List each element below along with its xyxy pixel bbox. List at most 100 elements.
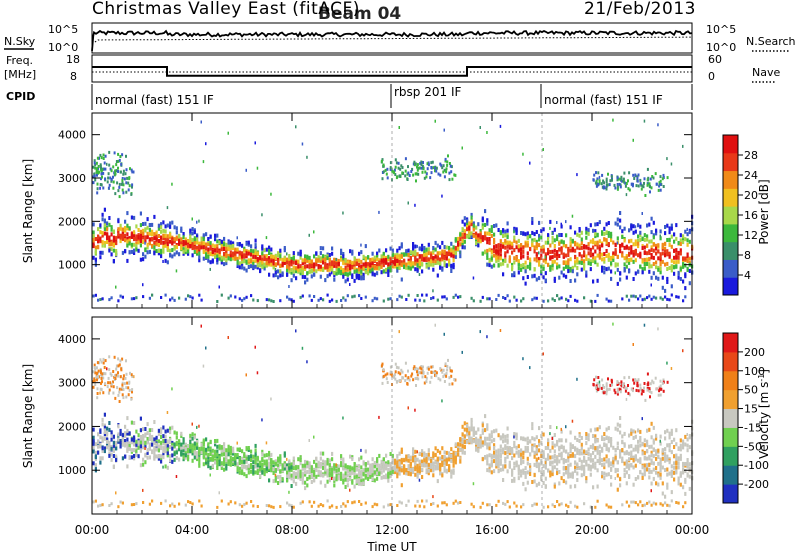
power-cell-2734 xyxy=(394,158,397,162)
power-cell-2799 xyxy=(655,182,658,186)
power-cell-629 xyxy=(236,242,239,247)
power-cell-1818 xyxy=(504,297,507,300)
power-cell-212 xyxy=(139,223,142,228)
power-cell-979 xyxy=(313,230,315,234)
velocity-cell-1092 xyxy=(340,471,343,476)
power-cell-2659 xyxy=(416,168,419,172)
power-cell-2354 xyxy=(628,260,631,265)
power-cell-416 xyxy=(187,251,190,256)
power-cell-2076 xyxy=(562,240,565,245)
power-cell-18 xyxy=(94,249,97,253)
velocity-cell-1677 xyxy=(472,426,475,431)
velocity-cell-330 xyxy=(166,428,169,433)
power-cell-1037 xyxy=(326,293,329,297)
velocity-cell-306 xyxy=(162,441,165,446)
power-cell-1865 xyxy=(515,257,518,262)
velocity-cell-1535 xyxy=(441,457,444,462)
power-cell-1362 xyxy=(400,295,403,299)
power-cell-2991 xyxy=(100,156,103,160)
velocity-cell-1912 xyxy=(526,436,529,441)
velocity-cell-852 xyxy=(286,463,289,468)
power-cell-2188 xyxy=(589,223,592,228)
power-cell-1516 xyxy=(436,243,439,248)
power-cell-2204 xyxy=(592,279,595,284)
power-cell-792 xyxy=(272,256,275,261)
power-cell-2148 xyxy=(578,233,581,238)
power-cell-2185 xyxy=(587,261,590,266)
power-cell-2519 xyxy=(664,246,667,251)
power-cell-993 xyxy=(317,255,320,260)
power-cell-2367 xyxy=(630,224,633,229)
power-cell-38 xyxy=(99,223,102,228)
power-cell-2997 xyxy=(125,168,128,172)
power-cell-34 xyxy=(99,250,102,255)
velocity-cell-878 xyxy=(290,504,293,508)
power-cell-1736 xyxy=(486,221,489,226)
power-cell-1898 xyxy=(522,152,524,156)
power-cell-663 xyxy=(243,248,246,253)
power-cell-1536 xyxy=(441,249,444,254)
power-cell-1987 xyxy=(544,260,547,265)
power-cell-490 xyxy=(202,234,205,239)
power-cell-2304 xyxy=(616,236,619,241)
velocity-cell-1738 xyxy=(486,468,489,473)
power-cell-145 xyxy=(124,228,127,233)
power-cell-239 xyxy=(146,245,149,250)
power-cell-519 xyxy=(209,234,212,239)
power-cell-505 xyxy=(207,250,210,255)
power-cell-2026 xyxy=(551,297,554,301)
velocity-cell-253 xyxy=(148,433,151,438)
power-cell-3003 xyxy=(112,186,115,190)
power-cell-28 xyxy=(97,227,100,232)
power-cell-1225 xyxy=(369,269,372,274)
power-cell-1972 xyxy=(540,256,543,260)
power-cell-729 xyxy=(256,166,259,170)
power-cell-2926 xyxy=(117,166,119,170)
power-cell-66 xyxy=(106,221,109,226)
power-cell-2374 xyxy=(632,224,635,229)
power-cell-27 xyxy=(97,245,100,250)
power-cell-2657 xyxy=(427,161,430,165)
power-cell-1810 xyxy=(504,229,507,234)
power-cell-1032 xyxy=(326,274,329,279)
power-cell-459 xyxy=(196,249,199,254)
power-cell-1627 xyxy=(461,242,464,247)
velocity-cell-1900 xyxy=(524,471,527,475)
power-cell-1495 xyxy=(432,267,435,272)
power-cell-1903 xyxy=(524,260,527,265)
velocity-cell-171 xyxy=(130,439,133,444)
power-cell-1718 xyxy=(481,218,484,223)
power-cell-1471 xyxy=(425,252,428,257)
power-cell-1103 xyxy=(342,268,345,272)
power-cell-654 xyxy=(241,254,244,259)
velocity-cell-108 xyxy=(115,457,118,462)
power-cell-2840 xyxy=(639,182,642,186)
velocity-cell-304 xyxy=(162,451,165,456)
power-cell-2469 xyxy=(652,220,655,225)
power-cell-1171 xyxy=(358,262,361,267)
power-cell-2618 xyxy=(684,263,687,268)
power-cell-2077 xyxy=(562,273,565,278)
power-cell-105 xyxy=(115,249,118,253)
power-cell-1375 xyxy=(405,262,408,267)
velocity-cell-102 xyxy=(115,446,118,451)
velocity-cell-1822 xyxy=(506,433,509,438)
power-cell-2358 xyxy=(628,257,631,262)
velocity-cell-1407 xyxy=(412,470,415,474)
power-cell-1048 xyxy=(331,251,334,256)
velocity-cell-1282 xyxy=(382,463,385,468)
power-cell-1920 xyxy=(529,234,532,239)
power-cell-2479 xyxy=(655,275,658,280)
power-cell-696 xyxy=(250,252,253,257)
velocity-cell-264 xyxy=(151,442,154,447)
power-cell-69 xyxy=(106,162,108,166)
power-cell-90 xyxy=(110,296,113,300)
power-cell-1610 xyxy=(457,242,460,247)
power-cell-1812 xyxy=(504,245,507,250)
power-cell-2297 xyxy=(614,248,617,253)
velocity-cell-52 xyxy=(103,449,106,454)
power-cell-1926 xyxy=(529,161,531,165)
power-cell-1814 xyxy=(504,233,507,238)
power-cell-1168 xyxy=(358,251,361,256)
power-cell-1113 xyxy=(344,261,347,266)
